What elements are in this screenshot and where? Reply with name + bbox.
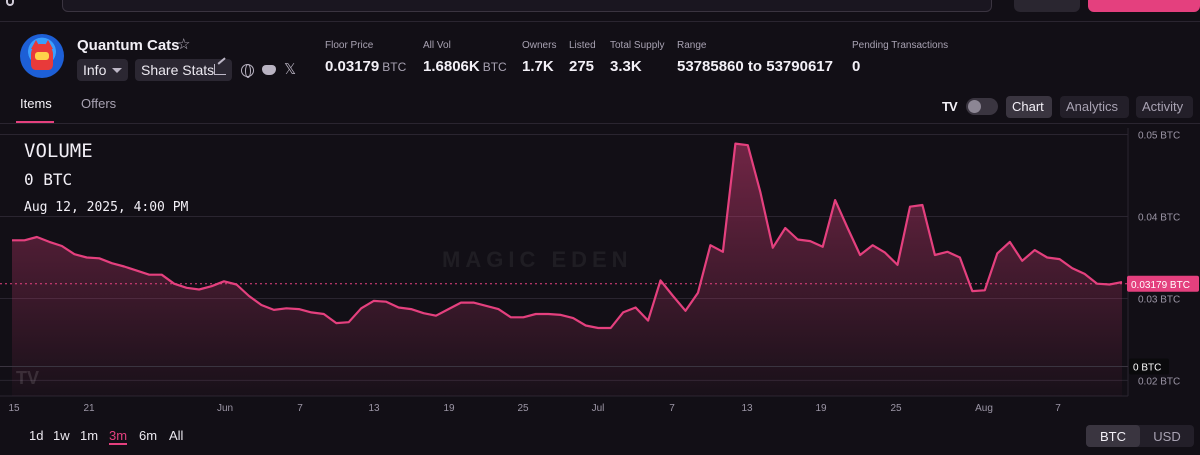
- x-tick-label: 25: [890, 403, 902, 414]
- tradingview-toggle[interactable]: [966, 98, 998, 115]
- x-tick-label: Jul: [592, 403, 605, 414]
- x-icon[interactable]: 𝕏: [284, 61, 297, 78]
- y-tick-label: 0.02 BTC: [1138, 376, 1180, 387]
- stat-listed: Listed 275: [569, 40, 596, 76]
- overlay-date: Aug 12, 2025, 4:00 PM: [24, 200, 189, 215]
- volume-chart[interactable]: 0.05 BTC 0.04 BTC 0.03 BTC 0.02 BTC 0.03179 …: [0, 128, 1200, 418]
- tab-offers[interactable]: Offers: [81, 96, 117, 111]
- tradingview-icon: TV: [942, 99, 958, 114]
- collection-name: Quantum Cats: [77, 37, 180, 54]
- range-all[interactable]: All: [169, 428, 184, 443]
- range-3m[interactable]: 3m: [109, 428, 128, 445]
- x-tick-label: Aug: [975, 403, 993, 414]
- x-tick-label: 7: [297, 403, 303, 414]
- top-bar: [0, 0, 1200, 22]
- toggle-knob: [968, 100, 981, 113]
- range-6m[interactable]: 6m: [139, 428, 158, 443]
- floor-price-label: 0.03179 BTC: [1131, 280, 1190, 291]
- stat-pending-transactions: Pending Transactions 0: [852, 40, 948, 76]
- x-tick-label: 7: [669, 403, 675, 414]
- y-tick-label: 0.04 BTC: [1138, 213, 1180, 224]
- y-tick-label: 0.03 BTC: [1138, 294, 1180, 305]
- stat-label: Range: [677, 40, 707, 51]
- analytics-button[interactable]: Analytics: [1060, 96, 1129, 118]
- stat-label: Total Supply: [610, 40, 665, 51]
- floor-price-badge: [1127, 275, 1199, 292]
- discord-icon[interactable]: [262, 65, 276, 75]
- stat-label: All Vol: [423, 40, 451, 51]
- stat-value: 1.6806K BTC: [423, 58, 507, 75]
- stat-owners: Owners 1.7K: [522, 40, 556, 76]
- x-tick-label: 19: [815, 403, 827, 414]
- stat-value: 0: [852, 58, 861, 75]
- x-tick-label: 21: [83, 403, 95, 414]
- stat-label: Owners: [522, 40, 557, 51]
- stat-unit: BTC: [382, 60, 407, 74]
- range-1w[interactable]: 1w: [53, 428, 70, 443]
- star-icon[interactable]: ☆: [177, 36, 191, 53]
- tab-underline: [16, 121, 54, 123]
- x-tick-label: 13: [368, 403, 380, 414]
- wallet-button[interactable]: [1014, 0, 1080, 12]
- x-tick-label: Jun: [217, 403, 233, 414]
- collection-avatar: [20, 34, 64, 78]
- currency-btc-button[interactable]: BTC: [1086, 425, 1140, 447]
- watermark: MAGIC EDEN: [442, 247, 633, 272]
- share-stats-button[interactable]: Share Stats: [135, 59, 232, 81]
- chart-button[interactable]: Chart: [1006, 96, 1052, 118]
- stat-floor-price: Floor Price 0.03179 BTC: [325, 40, 406, 76]
- stat-unit: BTC: [482, 60, 507, 74]
- globe-icon[interactable]: [241, 64, 254, 78]
- tabs-divider: [0, 123, 1200, 124]
- search-input[interactable]: [62, 0, 992, 12]
- y-tick-label: 0.05 BTC: [1138, 131, 1180, 142]
- share-icon: [214, 64, 226, 75]
- x-tick-label: 25: [517, 403, 529, 414]
- currency-usd-button[interactable]: USD: [1153, 429, 1181, 444]
- login-button[interactable]: [1088, 0, 1200, 12]
- volume-line: [12, 142, 1123, 330]
- activity-button[interactable]: Activity: [1136, 96, 1193, 118]
- stat-label: Listed: [569, 40, 596, 51]
- stat-value: 3.3K: [610, 58, 642, 75]
- overlay-title: VOLUME: [24, 140, 93, 162]
- stat-label: Pending Transactions: [852, 40, 949, 51]
- stat-value: 0.03179 BTC: [325, 58, 407, 75]
- x-tick-label: 19: [443, 403, 455, 414]
- chevron-down-icon: [112, 68, 122, 73]
- info-dropdown[interactable]: Info: [77, 59, 128, 81]
- overlay-value: 0 BTC: [24, 170, 73, 189]
- stat-all-vol: All Vol 1.6806K BTC: [423, 40, 507, 76]
- tab-items[interactable]: Items: [20, 96, 52, 111]
- stat-range: Range 53785860 to 53790617: [677, 40, 833, 76]
- stat-label: Floor Price: [325, 40, 374, 51]
- tradingview-watermark: TV: [16, 368, 40, 388]
- share-stats-label: Share Stats: [141, 62, 215, 78]
- menu-icon[interactable]: [6, 0, 14, 6]
- stat-value: 1.7K: [522, 58, 554, 75]
- stat-value: 53785860 to 53790617: [677, 58, 833, 75]
- stat-value: 275: [569, 58, 595, 75]
- info-label: Info: [83, 62, 107, 78]
- x-tick-label: 13: [741, 403, 753, 414]
- area-fill: [12, 143, 1122, 396]
- stat-total-supply: Total Supply 3.3K: [610, 40, 664, 76]
- currency-toggle: BTC USD: [1086, 425, 1194, 447]
- range-1m[interactable]: 1m: [80, 428, 99, 443]
- x-tick-label: 7: [1055, 403, 1061, 414]
- range-1d[interactable]: 1d: [29, 428, 44, 443]
- volume-badge: [1129, 358, 1169, 375]
- x-tick-label: 15: [8, 403, 20, 414]
- volume-badge-label: 0 BTC: [1133, 362, 1161, 373]
